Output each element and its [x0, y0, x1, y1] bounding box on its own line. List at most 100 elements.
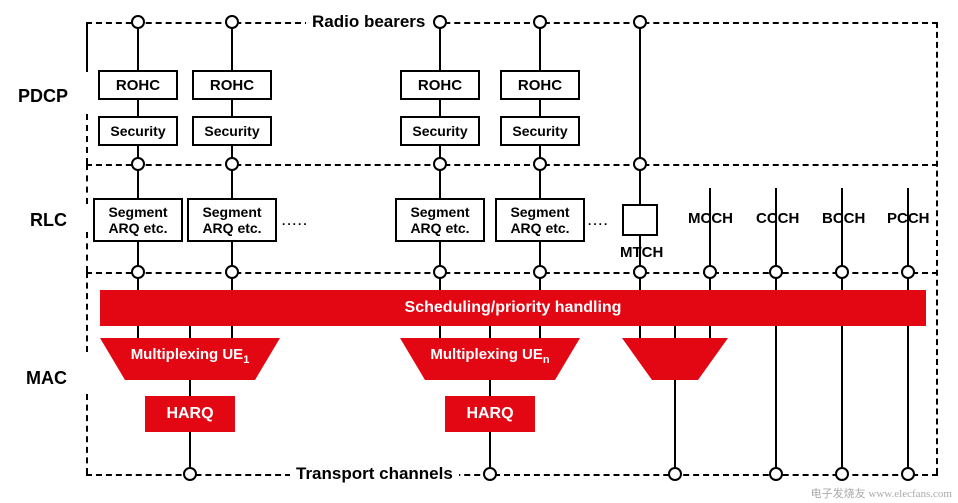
- mux-uen-label: Multiplexing UEn: [400, 346, 580, 366]
- vline: [674, 380, 676, 467]
- transport-circle: [769, 467, 783, 481]
- segment-arq-text: Segment ARQ etc.: [510, 204, 569, 236]
- vline: [489, 432, 491, 467]
- bearer-circle: [533, 157, 547, 171]
- vline: [539, 171, 541, 198]
- mux-uen-sub: n: [543, 354, 550, 366]
- segment-arq-box: Segment ARQ etc.: [93, 198, 183, 242]
- label-radio-bearers: Radio bearers: [306, 12, 431, 32]
- harq-box: HARQ: [145, 396, 235, 432]
- security-box: Security: [500, 116, 580, 146]
- bearer-circle: [633, 157, 647, 171]
- rohc-box: ROHC: [500, 70, 580, 100]
- label-rlc: RLC: [30, 210, 67, 231]
- bearer-circle: [533, 15, 547, 29]
- mux-ue1-sub: 1: [243, 354, 249, 366]
- vline: [674, 326, 676, 338]
- dash-left-pdcp-bottom: [86, 114, 88, 164]
- dash-boundary-pdcp-rlc: [86, 164, 938, 166]
- vline: [709, 326, 711, 338]
- vline: [907, 326, 909, 467]
- vline: [841, 326, 843, 467]
- dash-top: [86, 22, 938, 24]
- vline: [231, 29, 233, 70]
- bearer-circle: [901, 265, 915, 279]
- bearer-circle: [769, 265, 783, 279]
- scheduling-bar: Scheduling/priority handling: [100, 290, 926, 326]
- watermark: 电子发烧友 www.elecfans.com: [811, 485, 952, 501]
- harq-box: HARQ: [445, 396, 535, 432]
- vline: [137, 100, 139, 116]
- vline: [137, 326, 139, 338]
- transport-circle: [668, 467, 682, 481]
- bearer-circle: [131, 15, 145, 29]
- vline: [639, 29, 641, 204]
- vline: [189, 326, 191, 338]
- transport-circle: [901, 467, 915, 481]
- label-mac: MAC: [26, 368, 67, 389]
- dash-left-rlc-bottom: [86, 232, 88, 272]
- security-box: Security: [98, 116, 178, 146]
- bearer-circle: [533, 265, 547, 279]
- transport-circle: [835, 467, 849, 481]
- vline: [231, 326, 233, 338]
- segment-arq-box: Segment ARQ etc.: [495, 198, 585, 242]
- vline: [189, 380, 191, 396]
- vline: [231, 100, 233, 116]
- dash-bottom: [86, 474, 938, 476]
- vline: [439, 29, 441, 70]
- segment-arq-text: Segment ARQ etc.: [410, 204, 469, 236]
- vline: [489, 326, 491, 338]
- rohc-box: ROHC: [400, 70, 480, 100]
- segment-arq-text: Segment ARQ etc.: [202, 204, 261, 236]
- vline: [539, 29, 541, 70]
- bearer-circle: [433, 15, 447, 29]
- dash-right: [936, 22, 938, 474]
- label-mcch: MCCH: [688, 210, 733, 227]
- bearer-circle: [131, 157, 145, 171]
- label-ccch: CCCH: [756, 210, 799, 227]
- protocol-stack-diagram: PDCP RLC MAC Radio bearers Transport cha…: [0, 0, 958, 503]
- bearer-circle: [835, 265, 849, 279]
- rohc-box: ROHC: [192, 70, 272, 100]
- vline: [439, 326, 441, 338]
- label-transport-channels: Transport channels: [290, 464, 459, 484]
- bearer-circle: [633, 265, 647, 279]
- dash-boundary-rlc-mac: [86, 272, 938, 274]
- vline: [775, 326, 777, 467]
- transport-circle: [183, 467, 197, 481]
- rohc-box: ROHC: [98, 70, 178, 100]
- mbms-trapezoid: [622, 338, 728, 380]
- label-pcch: PCCH: [887, 210, 930, 227]
- label-mtch: MTCH: [620, 244, 663, 261]
- label-bcch: BCCH: [822, 210, 865, 227]
- vline: [539, 100, 541, 116]
- dash-left-mac-bottom: [86, 394, 88, 474]
- vline: [489, 380, 491, 396]
- mux-ue1-text: Multiplexing UE: [131, 346, 244, 363]
- vline: [539, 326, 541, 338]
- vline: [439, 171, 441, 198]
- segment-arq-text: Segment ARQ etc.: [108, 204, 167, 236]
- bearer-circle: [225, 157, 239, 171]
- segment-arq-box: Segment ARQ etc.: [187, 198, 277, 242]
- bearer-circle: [633, 15, 647, 29]
- segment-arq-box: Segment ARQ etc.: [395, 198, 485, 242]
- mux-ue1-label: Multiplexing UE1: [100, 346, 280, 366]
- security-box: Security: [400, 116, 480, 146]
- vline: [137, 171, 139, 198]
- security-box: Security: [192, 116, 272, 146]
- ellipsis: ....: [588, 214, 609, 228]
- mux-uen-text: Multiplexing UE: [430, 346, 543, 363]
- bearer-circle: [433, 157, 447, 171]
- bearer-circle: [703, 265, 717, 279]
- vline: [639, 326, 641, 338]
- dash-left-pdcp-top: [86, 22, 88, 72]
- ellipsis: .....: [282, 214, 309, 228]
- vline: [189, 432, 191, 467]
- dash-left-rlc-top: [86, 164, 88, 204]
- bearer-circle: [131, 265, 145, 279]
- transport-circle: [483, 467, 497, 481]
- mtch-box: [622, 204, 658, 236]
- vline: [137, 29, 139, 70]
